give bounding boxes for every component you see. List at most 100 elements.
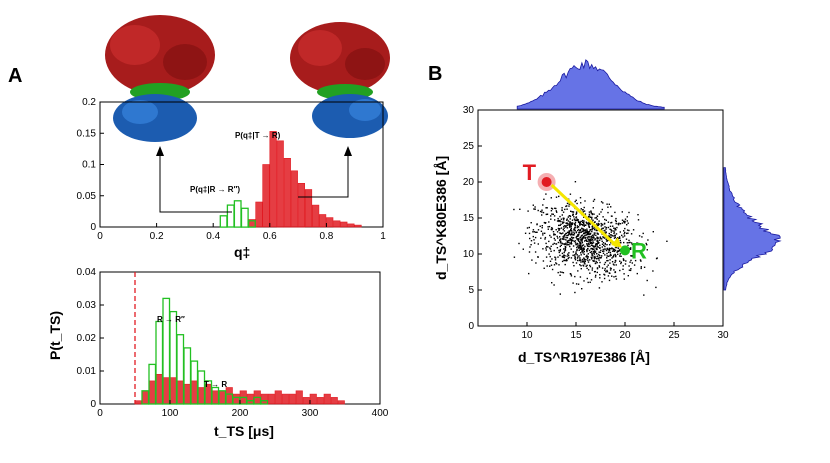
chart-b-point [607,248,609,251]
chart-b-point [586,237,589,239]
chart-b-point [574,257,576,260]
chart-b-point [585,239,587,241]
chart-b-point [578,245,580,247]
chart-b-point [574,224,576,227]
chart-b-point [597,232,599,235]
chart-b-point [633,254,635,256]
chart-b-point [622,258,625,260]
connector-line-right [298,152,349,198]
chart-b-point [617,223,619,225]
chart-b-point [566,259,568,262]
chart-b-point [564,208,566,211]
chart-b-point [617,247,620,249]
chart-b-arrow-head-icon [611,237,622,248]
chart-b-point [563,248,565,250]
chart-b-arrow-line [550,183,619,248]
chart-b-point [568,223,570,225]
chart-b-point [530,240,533,242]
chart-b-point [559,215,561,218]
chart-b-point [598,253,600,256]
chart-b-point [595,234,597,236]
chart-a-top-bar-green-0 [219,215,228,228]
chart-b-point [621,234,623,237]
chart-b-point [583,257,585,259]
chart-b-point [573,223,576,225]
chart-b-point [598,257,601,259]
chart-b-point [615,246,618,249]
chart-b-point [566,234,568,237]
chart-b-point [609,255,611,257]
chart-b-point [556,231,559,233]
chart-b-point [640,266,642,268]
chart-b-point [582,265,585,267]
chart-b-point [613,227,615,229]
chart-b-point [559,228,561,230]
chart-b-point [640,260,642,262]
chart-b-point [551,228,554,230]
chart-b-point [566,242,569,244]
chart-b-point [612,263,615,265]
chart-b-point [615,255,617,258]
chart-b-point [604,274,606,276]
chart-b-point [564,248,566,250]
chart-b-point [582,252,584,254]
chart-b-point [604,269,606,271]
chart-b-point [609,228,611,230]
chart-b-point [566,240,569,242]
chart-b-ylabel: d_TS^K80E386 [Å] [433,156,449,280]
chart-b-xtick-label-2: 20 [619,330,631,341]
chart-b-point [583,253,585,255]
chart-b-point [562,243,564,245]
chart-b-point [533,242,536,244]
chart-b-point [614,219,617,222]
chart-b-point [566,244,568,246]
chart-b-point [584,200,586,202]
chart-b-point [560,227,563,229]
chart-b-point [597,236,599,239]
chart-b-point [619,239,621,242]
chart-b-point [601,243,604,245]
chart-b-ytick-label-3: 15 [463,213,475,224]
chart-b-point [543,267,545,269]
chart-b-point [528,251,531,253]
chart-b-point [549,247,551,249]
chart-b-point [622,236,624,238]
chart-b-point [617,253,619,255]
chart-b-point [558,251,560,254]
chart-b-point [594,217,596,219]
chart-a-top-bar-green-3 [240,207,249,228]
chart-b-point [584,229,587,231]
chart-a-top-bar-green-1 [226,204,235,228]
chart-b-point [595,244,597,246]
chart-b-point [562,228,564,231]
chart-b-point [618,236,621,238]
chart-b-point [535,262,537,264]
chart-b-point [555,207,557,210]
chart-b-point [592,237,594,239]
chart-b-point [628,269,631,271]
chart-b-point [655,257,658,260]
chart-b-point [586,230,588,232]
chart-b-point [555,196,558,198]
chart-b-point [623,235,626,237]
chart-b-point [623,278,625,280]
chart-b-point [621,219,624,221]
chart-b-point [609,225,612,227]
chart-b-point [622,268,624,270]
chart-b-point [580,265,582,267]
chart-a-bottom-green-annotation: R → R″ [157,315,185,324]
chart-a-top-xtick-label-0: 0 [97,231,103,242]
chart-b-point [551,208,554,210]
chart-b-point [640,267,642,270]
chart-b-point [582,237,584,240]
chart-b-point [542,248,544,250]
chart-b-point [569,234,572,236]
chart-b-point [624,231,626,234]
chart-b-point [622,265,624,267]
chart-b-marginal-y [723,167,782,291]
chart-b-point [630,268,632,270]
chart-b-point [559,271,562,273]
chart-b-point [563,238,565,241]
chart-b-point [587,245,589,247]
chart-a-bottom-bar-red-26 [316,397,324,405]
